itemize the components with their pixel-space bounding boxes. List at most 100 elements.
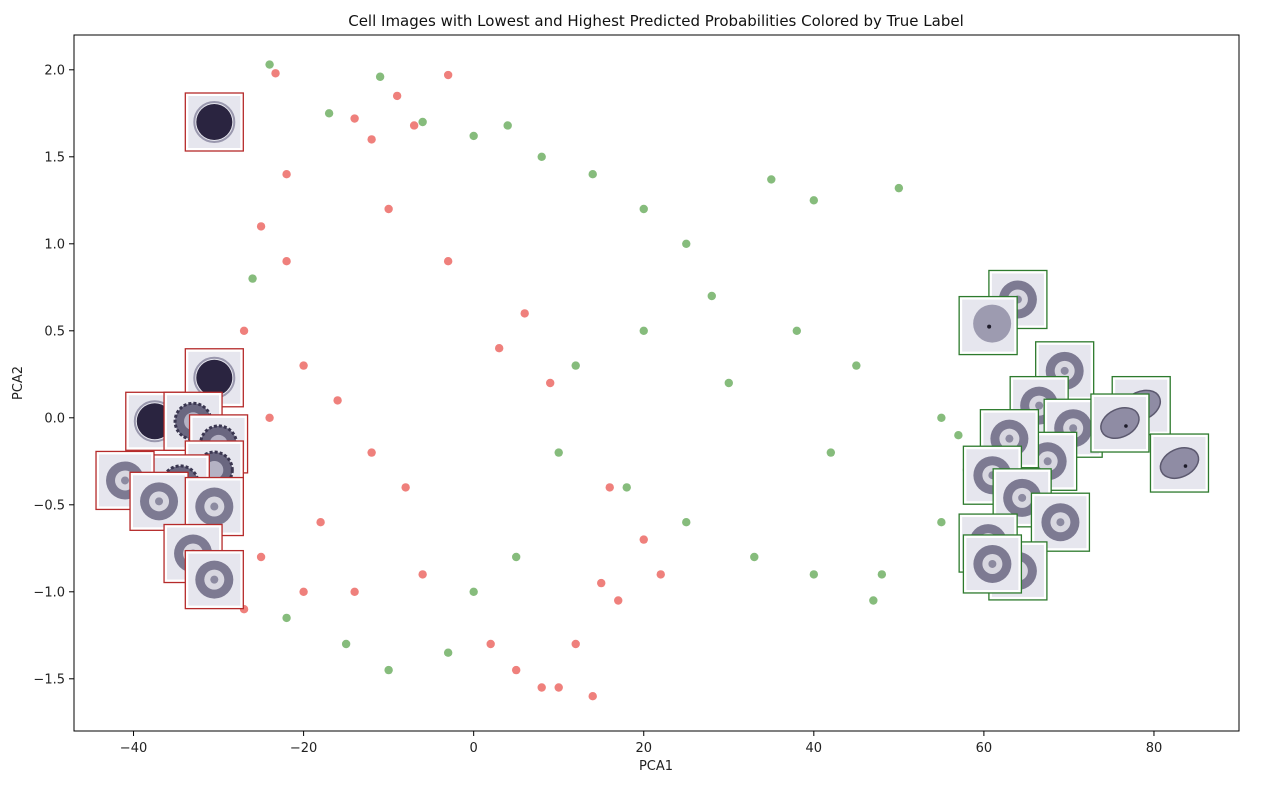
scatter-point-green <box>511 552 521 562</box>
scatter-point-green <box>682 518 691 527</box>
scatter-point-green <box>324 109 334 118</box>
scatter-point-red <box>409 121 419 130</box>
scatter-points <box>214 60 1006 701</box>
cell-thumbnail-green <box>962 534 1023 594</box>
cell-thumbnail-red <box>184 549 244 610</box>
scatter-point-red <box>520 309 529 318</box>
scatter-point-red <box>546 378 555 388</box>
scatter-point-red <box>299 361 308 370</box>
scatter-point-green <box>341 639 351 649</box>
scatter-point-red <box>494 344 504 353</box>
scatter-point-green <box>792 326 802 335</box>
scatter-point-red <box>271 69 280 78</box>
y-tick-label: −0.5 <box>33 498 65 513</box>
scatter-point-red <box>350 114 359 123</box>
scatter-point-green <box>571 361 580 370</box>
x-tick-label: 20 <box>635 741 652 756</box>
scatter-point-red <box>511 665 521 675</box>
scatter-point-red <box>443 70 453 80</box>
scatter-point-red <box>401 483 410 492</box>
scatter-point-red <box>316 518 325 527</box>
scatter-point-green <box>809 570 819 579</box>
plot-frame <box>73 34 1240 732</box>
cell-thumbnail-green <box>958 295 1018 356</box>
scatter-point-green <box>937 413 946 422</box>
scatter-point-red <box>350 587 359 596</box>
scatter-point-green <box>707 291 716 301</box>
scatter-point-red <box>554 683 563 692</box>
x-tick-label: −20 <box>290 741 317 756</box>
scatter-point-red <box>256 222 266 231</box>
scatter-point-red <box>256 552 266 562</box>
scatter-point-red <box>639 535 648 544</box>
y-tick-label: 1.5 <box>44 150 65 165</box>
x-tick-label: −40 <box>120 741 147 756</box>
chart-title: Cell Images with Lowest and Highest Pred… <box>348 12 964 30</box>
scatter-point-green <box>622 483 631 492</box>
scatter-point-green <box>639 326 648 335</box>
scatter-point-green <box>894 183 904 193</box>
scatter-point-red <box>265 413 274 422</box>
scatter-point-green <box>469 131 478 141</box>
scatter-point-green <box>588 170 597 179</box>
y-tick-label: −1.5 <box>33 672 65 687</box>
scatter-point-red <box>299 587 308 596</box>
y-axis: −1.5 −1.0 −0.5 0.0 0.5 1.0 1.5 2.0 <box>33 63 74 687</box>
scatter-point-red <box>656 570 665 579</box>
x-tick-label: 40 <box>806 741 823 756</box>
scatter-point-red <box>239 326 249 335</box>
x-tick-label: 0 <box>470 741 478 756</box>
y-tick-label: −1.0 <box>33 585 65 600</box>
scatter-point-green <box>554 448 563 457</box>
scatter-point-red <box>282 170 291 179</box>
scatter-point-green <box>852 361 861 370</box>
scatter-point-green <box>639 204 648 214</box>
scatter-point-green <box>877 570 887 579</box>
scatter-point-green <box>750 552 759 562</box>
scatter-point-green <box>809 196 819 205</box>
y-tick-label: 0.0 <box>44 411 65 426</box>
thumbnail-layer <box>95 92 1210 610</box>
scatter-point-red <box>537 683 546 692</box>
scatter-point-red <box>333 396 342 405</box>
scatter-point-red <box>367 135 376 144</box>
scatter-point-green <box>282 613 291 623</box>
cell-thumbnail-green <box>1149 433 1210 493</box>
scatter-point-green <box>869 596 878 605</box>
y-tick-label: 1.0 <box>44 237 65 252</box>
scatter-point-green <box>418 117 427 127</box>
y-tick-label: 2.0 <box>44 63 65 78</box>
y-axis-label: PCA2 <box>11 366 26 400</box>
scatter-point-green <box>375 72 385 81</box>
scatter-point-green <box>537 152 546 161</box>
scatter-point-green <box>682 239 691 248</box>
scatter-point-red <box>367 448 376 457</box>
scatter-point-green <box>767 175 776 184</box>
scatter-point-green <box>503 121 512 130</box>
cell-thumbnail-red <box>129 471 189 531</box>
scatter-point-red <box>614 596 623 605</box>
x-tick-label: 60 <box>976 741 993 756</box>
scatter-point-green <box>954 431 963 440</box>
scatter-point-green <box>826 448 836 457</box>
x-axis-label: PCA1 <box>639 759 673 774</box>
scatter-point-red <box>597 578 606 588</box>
cell-thumbnail-green <box>1035 341 1095 401</box>
scatter-point-red <box>605 483 614 492</box>
scatter-point-red <box>282 257 291 266</box>
x-tick-label: 80 <box>1146 741 1163 756</box>
scatter-point-green <box>265 60 274 69</box>
scatter-point-green <box>248 274 257 283</box>
scatter-point-red <box>384 204 393 214</box>
scatter-point-green <box>724 378 733 388</box>
x-axis: −40 −20 0 20 40 60 80 <box>120 731 1162 756</box>
cell-thumbnail-green <box>1090 393 1150 453</box>
scatter-point-green <box>469 587 478 596</box>
scatter-point-red <box>418 570 427 579</box>
scatter-point-green <box>937 518 946 527</box>
scatter-point-green <box>384 665 393 675</box>
scatter-point-red <box>443 257 453 266</box>
scatter-point-red <box>392 91 402 101</box>
scatter-point-red <box>571 639 580 649</box>
